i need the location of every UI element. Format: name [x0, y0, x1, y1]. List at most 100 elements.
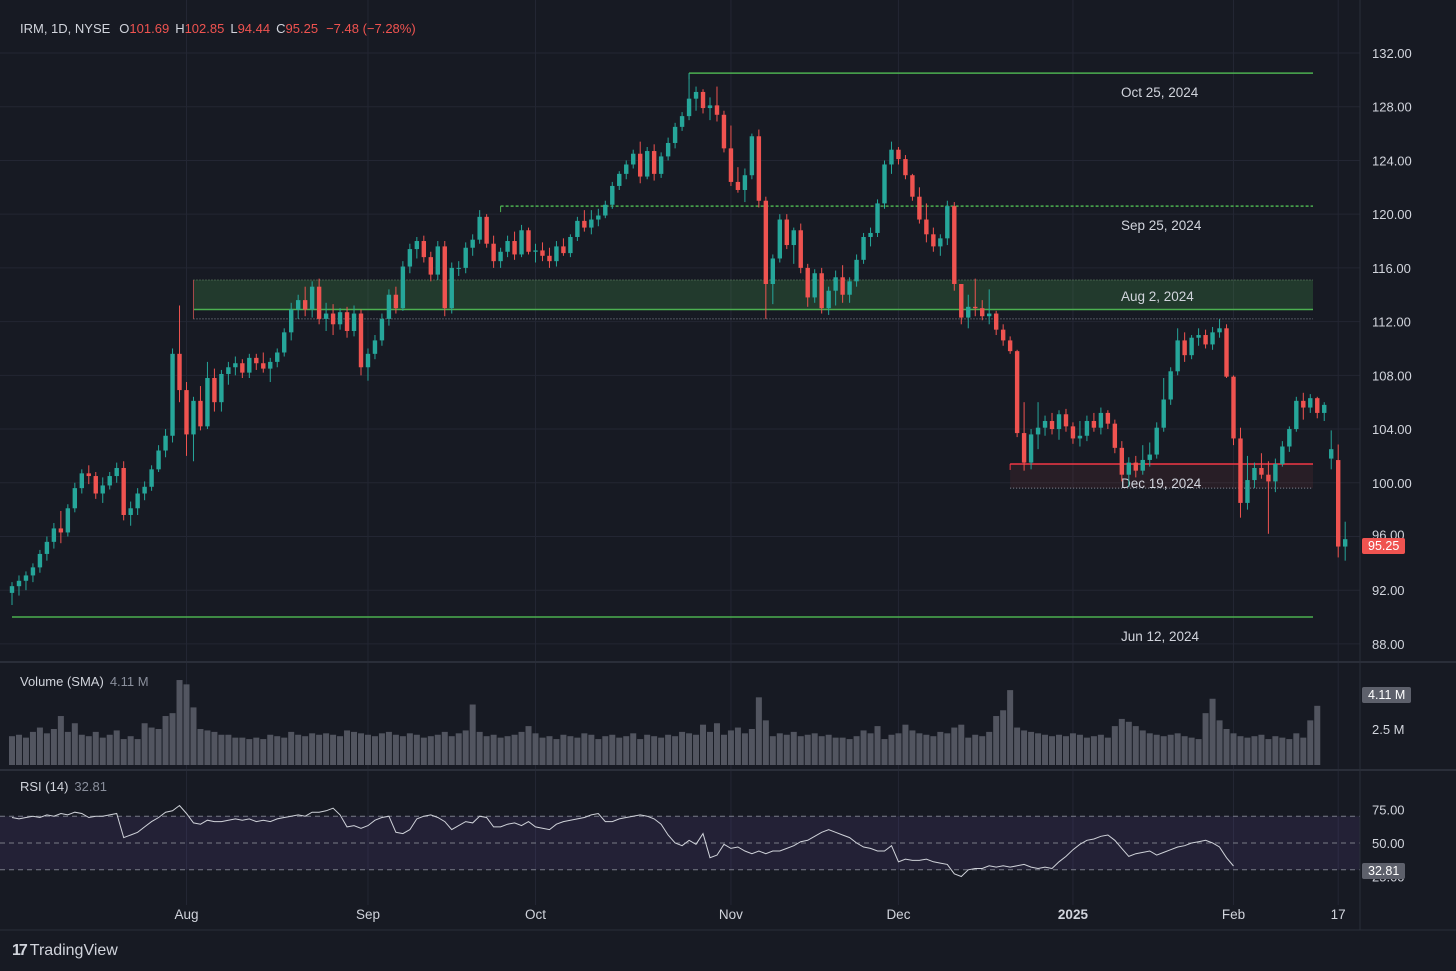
candle-body — [219, 373, 224, 403]
candle-body — [784, 219, 789, 246]
volume-bar — [78, 734, 85, 765]
volume-bar — [385, 731, 392, 765]
level-label: Oct 25, 2024 — [1121, 85, 1199, 100]
volume-bar — [57, 716, 64, 765]
candle-body — [358, 313, 364, 368]
volume-bar — [937, 731, 944, 765]
pane-separators[interactable] — [0, 0, 1456, 931]
volume-bar — [15, 734, 22, 765]
candle-body — [665, 142, 671, 157]
volume-bar — [106, 734, 113, 765]
symbol-header: IRM, 1D, NYSE O 101.69 H 102.85 L 94.44 … — [20, 21, 416, 36]
time-tick-label: 17 — [1331, 907, 1346, 922]
volume-bar — [1251, 736, 1258, 765]
candle-body — [1154, 427, 1159, 455]
time-tick-label: Oct — [525, 907, 546, 922]
volume-bar — [204, 730, 211, 765]
volume-bar — [748, 729, 755, 765]
volume-bar — [455, 733, 462, 765]
candle-body — [735, 181, 741, 190]
volume-bar — [448, 736, 455, 765]
symbol-info[interactable]: IRM, 1D, NYSE — [20, 21, 111, 36]
candle-body — [1147, 454, 1152, 460]
price-tick-label: 108.00 — [1372, 368, 1412, 383]
volume-bar — [881, 739, 888, 765]
candle-body — [149, 469, 154, 487]
volume-bar — [581, 733, 588, 765]
candle-body — [135, 493, 140, 509]
volume-bar — [246, 739, 253, 765]
volume-bar — [720, 734, 727, 765]
volume-bar — [330, 734, 337, 765]
candle-body — [945, 206, 950, 239]
candle-body — [1049, 420, 1055, 430]
volume-bar — [993, 716, 1000, 765]
candle-body — [302, 300, 308, 310]
volume-bar — [672, 736, 679, 765]
volume-bar — [839, 737, 846, 765]
candle-body — [365, 353, 371, 368]
candle-body — [44, 541, 50, 554]
volume-bar — [1286, 739, 1293, 765]
candle-body — [763, 200, 769, 284]
candle-body — [679, 116, 685, 127]
candle-body — [72, 488, 78, 509]
candle-body — [624, 164, 629, 174]
candle-body — [484, 216, 489, 244]
candle-body — [917, 196, 922, 220]
candle-body — [847, 281, 852, 295]
candle-body — [30, 567, 36, 576]
candle-body — [1105, 412, 1111, 424]
candle-body — [491, 243, 496, 262]
volume-bar — [36, 727, 43, 765]
tradingview-mark-icon: 17 — [12, 942, 28, 959]
candle-body — [1342, 539, 1348, 547]
tradingview-logo[interactable]: 17 TradingView — [12, 942, 118, 960]
close-label: C — [276, 21, 286, 36]
candle-body — [184, 390, 189, 435]
volume-bar — [469, 704, 476, 765]
candle-body — [1056, 414, 1062, 430]
volume-pane-label[interactable]: Volume (SMA) 4.11 M — [20, 674, 149, 689]
volume-bar — [986, 731, 993, 765]
volume-tag: 4.11 M — [1362, 687, 1412, 703]
level-zones: Oct 25, 2024 Sep 25, 2024 Aug 2, 2024 Dec 1… — [12, 72, 1314, 644]
candle-body — [875, 203, 880, 233]
volume-bar — [113, 730, 120, 765]
price-tick-label: 120.00 — [1372, 207, 1412, 222]
volume-bar — [141, 723, 148, 765]
candle-body — [756, 136, 762, 201]
volume-bar — [497, 737, 504, 765]
candle-series[interactable] — [9, 73, 1348, 605]
tradingview-wordmark: TradingView — [29, 942, 118, 959]
volume-bar — [71, 723, 78, 765]
candle-body — [1091, 420, 1097, 428]
candle-body — [51, 528, 57, 542]
rsi-pane-label[interactable]: RSI (14) 32.81 — [20, 779, 107, 794]
volume-bar — [1007, 690, 1014, 765]
volume-bar — [1174, 733, 1181, 765]
candle-body — [617, 173, 622, 186]
candle-body — [505, 241, 510, 252]
time-tick-label: Nov — [719, 907, 743, 922]
time-tick-label: Feb — [1222, 907, 1245, 922]
volume-bar — [504, 736, 511, 765]
volume-bar — [176, 680, 183, 765]
candle-body — [854, 259, 859, 282]
rsi-tag: 32.81 — [1362, 863, 1406, 879]
candle-body — [749, 136, 755, 176]
volume-bar — [1111, 726, 1118, 765]
volume-bar — [930, 736, 937, 765]
volume-bar — [1090, 736, 1097, 765]
volume-bar — [1307, 720, 1314, 765]
candle-body — [282, 332, 287, 353]
level-zone — [193, 279, 1314, 310]
candle-body — [1070, 426, 1076, 439]
candle-body — [1077, 435, 1083, 439]
volume-bar — [1014, 727, 1021, 765]
volume-bar — [1146, 733, 1153, 765]
candle-body — [959, 283, 964, 318]
volume-bar — [1265, 739, 1272, 765]
candle-body — [1224, 328, 1229, 377]
